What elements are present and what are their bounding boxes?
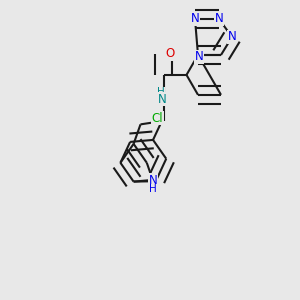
Text: N: N bbox=[190, 13, 200, 26]
Text: N: N bbox=[158, 93, 167, 106]
Text: H: H bbox=[157, 87, 164, 97]
Text: N: N bbox=[228, 31, 236, 44]
Text: H: H bbox=[149, 184, 157, 194]
Text: Cl: Cl bbox=[152, 112, 163, 124]
Text: N: N bbox=[195, 50, 203, 64]
Text: N: N bbox=[149, 174, 158, 187]
Text: N: N bbox=[214, 13, 224, 26]
Text: O: O bbox=[165, 47, 174, 60]
